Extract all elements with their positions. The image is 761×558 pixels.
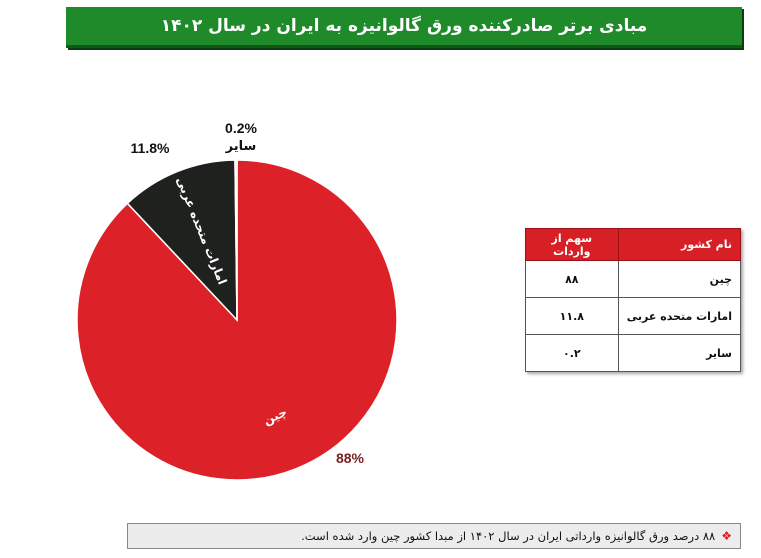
cell-country: چین	[617, 260, 742, 298]
cell-share: ۸۸	[525, 260, 619, 298]
cell-country: سایر	[617, 334, 742, 372]
percent-label-2: 0.2%	[225, 120, 257, 136]
table-row: چین ۸۸	[525, 260, 742, 298]
pie-slice-2	[234, 159, 238, 321]
cell-share: ۱۱.۸	[525, 297, 619, 335]
percent-label-1: 11.8%	[131, 140, 170, 156]
table-row: سایر ۰.۲	[525, 334, 742, 372]
share-table: نام کشور سهم از واردات چین ۸۸ امارات متح…	[525, 228, 742, 372]
header-share: سهم از واردات	[525, 228, 619, 261]
table-header-row: نام کشور سهم از واردات	[525, 228, 742, 261]
footnote: ❖ ۸۸ درصد ورق گالوانیزه وارداتی ایران در…	[127, 523, 741, 549]
table-row: امارات متحده عربی ۱۱.۸	[525, 297, 742, 335]
cell-country: امارات متحده عربی	[617, 297, 742, 335]
chart-title: مبادی برتر صادرکننده ورق گالوانیزه به ای…	[160, 16, 648, 36]
bullet-icon: ❖	[721, 529, 732, 543]
slice-label-2: سایر	[225, 139, 257, 154]
pie-slice-1	[126, 159, 238, 322]
chart-title-bar: مبادی برتر صادرکننده ورق گالوانیزه به ای…	[66, 7, 742, 48]
cell-share: ۰.۲	[525, 334, 619, 372]
footnote-text: ۸۸ درصد ورق گالوانیزه وارداتی ایران در س…	[301, 529, 716, 543]
percent-label-0: 88%	[336, 450, 365, 466]
header-country: نام کشور	[617, 228, 742, 261]
